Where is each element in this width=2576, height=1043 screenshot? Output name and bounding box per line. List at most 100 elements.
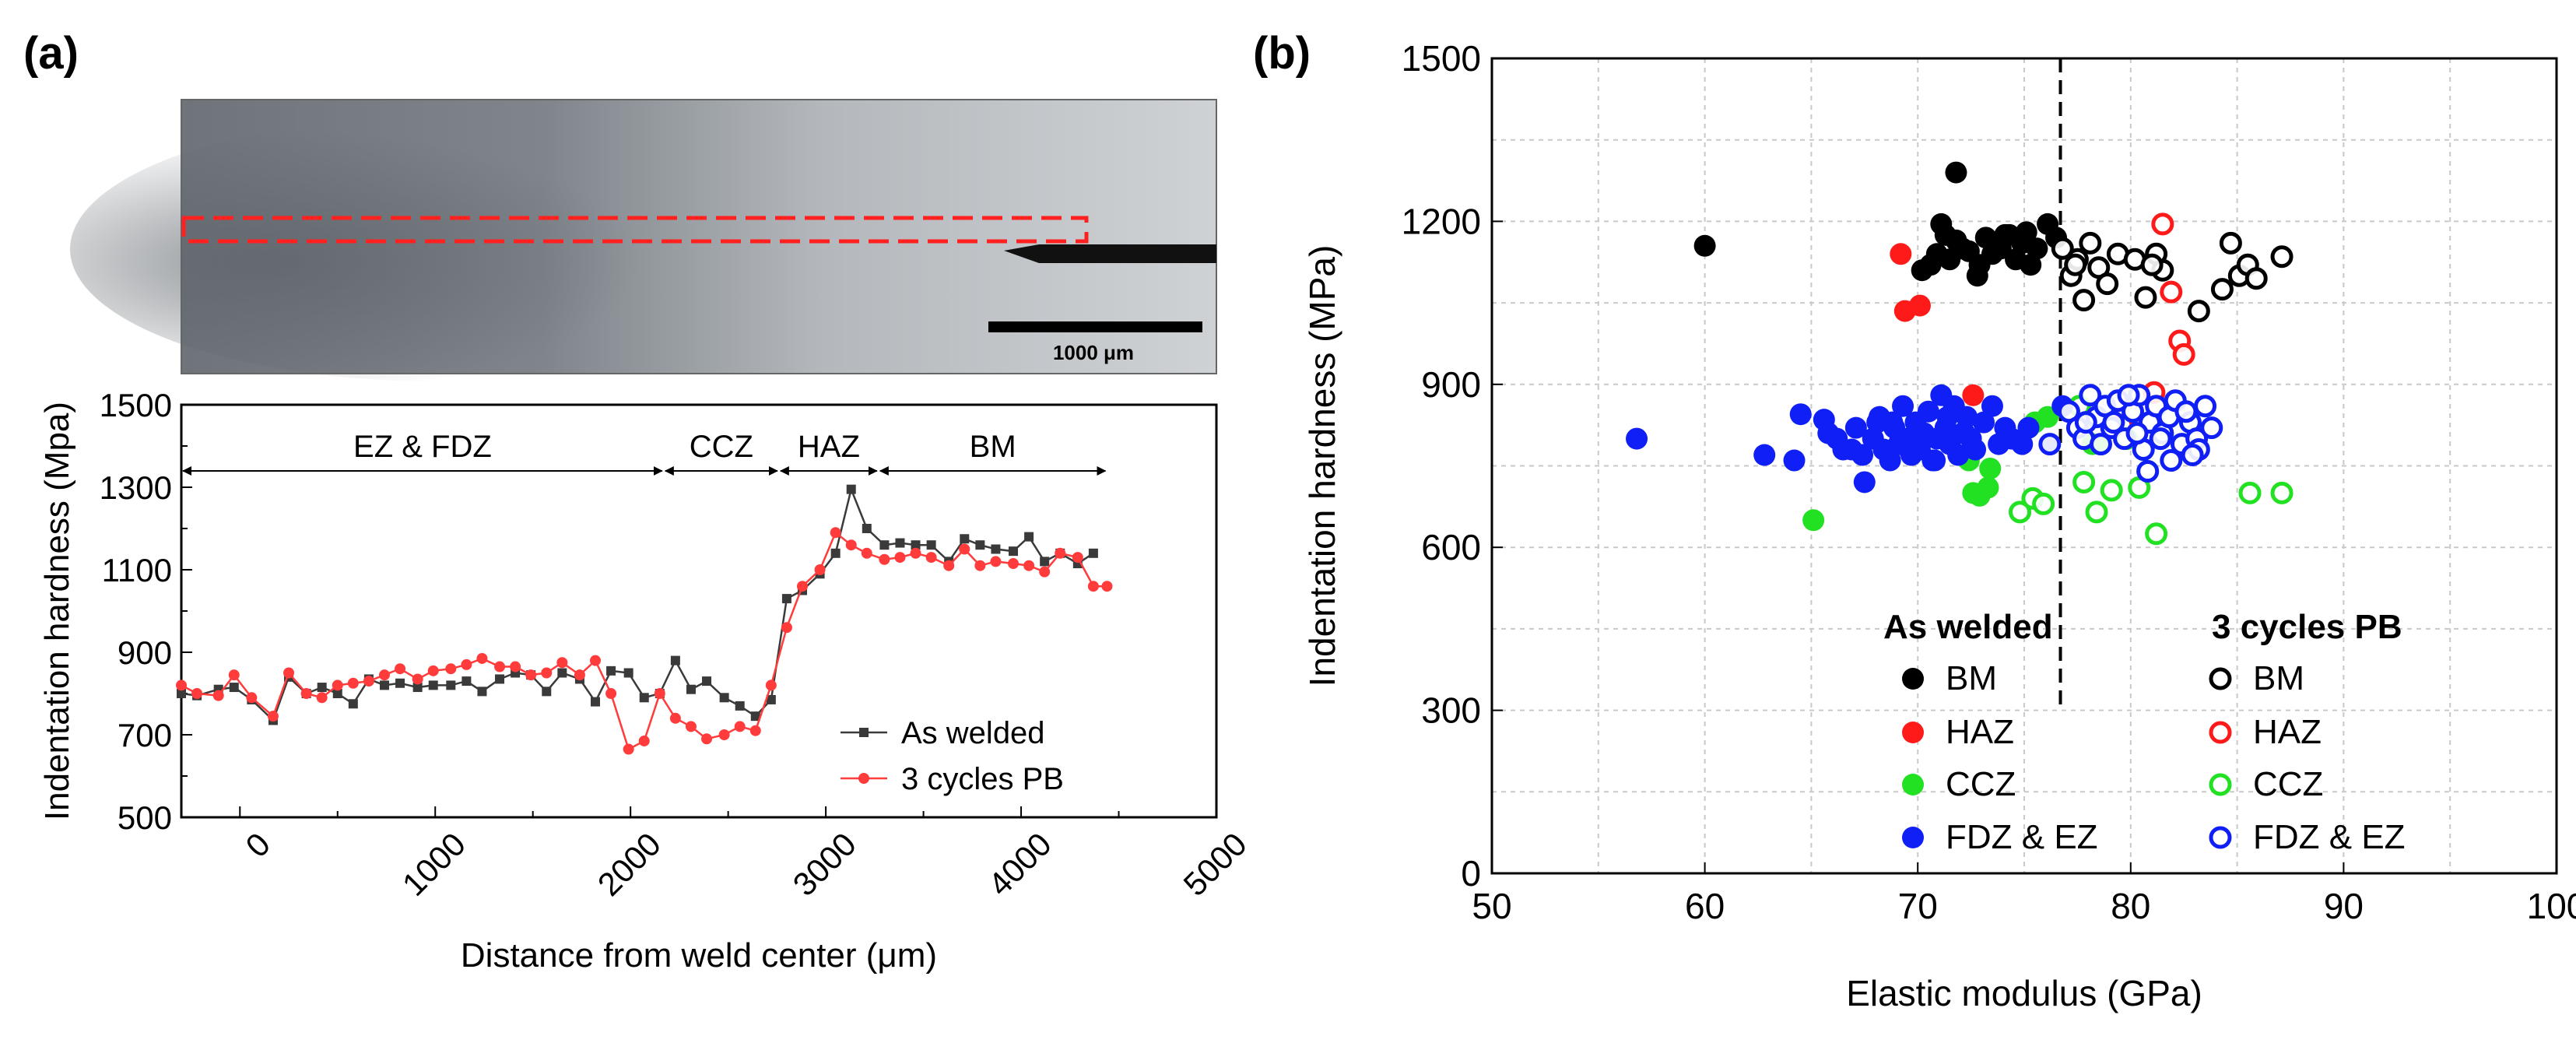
data-point	[1101, 581, 1113, 592]
data-point	[1853, 471, 1876, 493]
data-point	[556, 657, 568, 669]
data-point	[1832, 438, 1855, 461]
data-point	[685, 721, 697, 732]
data-point	[332, 689, 342, 698]
legend-label: FDZ & EZ	[2253, 818, 2406, 856]
data-point	[623, 668, 633, 678]
data-point	[2134, 286, 2157, 309]
data-point	[623, 743, 634, 755]
data-point	[2009, 500, 2032, 524]
legend-marker	[2209, 826, 2232, 849]
data-point	[734, 721, 746, 732]
data-point	[766, 694, 776, 704]
legend-marker	[1902, 827, 1924, 848]
data-point	[2072, 289, 2096, 312]
data-point	[719, 693, 729, 703]
data-point	[2200, 416, 2223, 440]
x-tick-label: 70	[1898, 886, 1938, 926]
data-point	[911, 540, 921, 550]
data-point	[701, 733, 713, 745]
x-tick-label: 1000	[395, 826, 472, 903]
legend-marker	[859, 728, 869, 737]
y-axis-label: Indentation hardness (Mpa)	[38, 402, 76, 820]
data-point	[1981, 395, 2003, 417]
y-tick-label: 0	[1461, 853, 1481, 894]
zone-label: EZ & FDZ	[353, 430, 492, 464]
data-point	[177, 689, 186, 698]
data-point	[2017, 416, 2040, 439]
data-point	[1925, 243, 1948, 265]
data-point	[2149, 427, 2172, 451]
data-point	[2032, 492, 2055, 515]
data-point	[2210, 278, 2234, 301]
legend-marker	[858, 773, 869, 784]
data-point	[348, 699, 358, 709]
data-point	[267, 711, 279, 722]
data-point	[283, 667, 295, 679]
data-point	[960, 534, 970, 544]
crack-notch	[1004, 244, 1216, 263]
indent-region-box	[181, 216, 1089, 244]
data-point	[2270, 245, 2293, 269]
data-point	[379, 680, 389, 690]
data-point	[669, 712, 681, 724]
y-tick-label: 700	[118, 717, 172, 753]
series-line-2	[181, 531, 1107, 751]
data-point	[702, 676, 712, 687]
data-point	[2151, 212, 2174, 236]
data-point	[2136, 459, 2160, 483]
data-point	[1087, 581, 1099, 592]
data-point	[1088, 548, 1098, 558]
data-point	[2074, 411, 2097, 434]
x-tick-label: 5000	[1177, 826, 1254, 903]
data-point	[525, 669, 537, 681]
chart-a: 500 700 900 1100 1300 1500 0 1000 2000 3000 4000 50…	[38, 387, 1254, 975]
data-point	[765, 680, 777, 691]
data-point	[412, 673, 423, 685]
data-point	[1753, 444, 1776, 466]
data-point	[445, 663, 457, 675]
data-point	[991, 544, 1001, 554]
plot-frame	[1490, 57, 2558, 875]
data-point	[1924, 449, 1946, 472]
data-point	[212, 690, 224, 701]
panel-b-label: (b)	[1253, 28, 1311, 79]
x-tick-label: 100	[2527, 886, 2576, 926]
data-point	[378, 669, 390, 681]
data-point	[845, 539, 857, 551]
data-point	[590, 655, 601, 666]
data-point	[735, 701, 745, 711]
legend-header: 3 cycles PB	[2212, 608, 2402, 646]
data-point	[557, 668, 567, 678]
data-point	[2160, 449, 2183, 472]
data-point	[879, 540, 890, 550]
data-point	[639, 693, 649, 703]
data-point	[1934, 223, 1957, 246]
data-point	[477, 687, 487, 697]
data-point	[332, 680, 343, 691]
data-point	[494, 661, 506, 673]
data-point	[1024, 532, 1034, 542]
data-point	[2140, 253, 2164, 276]
data-point	[461, 658, 472, 670]
legend-marker	[2209, 721, 2232, 744]
data-point	[412, 683, 423, 693]
legend-header: As welded	[1883, 608, 2053, 646]
data-point	[2181, 444, 2204, 467]
data-point	[228, 669, 240, 681]
scale-bar-label: 1000 μm	[1053, 341, 1134, 364]
data-point	[686, 684, 696, 694]
data-point	[462, 676, 472, 687]
data-point	[395, 678, 405, 688]
data-point	[1626, 427, 1648, 450]
data-point	[2160, 280, 2183, 304]
data-point	[959, 543, 970, 555]
plot-frame	[180, 403, 1218, 819]
data-point	[2051, 237, 2074, 260]
data-point	[541, 667, 553, 679]
data-point	[1892, 395, 1914, 417]
zone-label: BM	[970, 430, 1016, 464]
legend-label: 3 cycles PB	[901, 762, 1064, 796]
data-point	[1962, 384, 1985, 406]
data-point	[2187, 300, 2210, 323]
